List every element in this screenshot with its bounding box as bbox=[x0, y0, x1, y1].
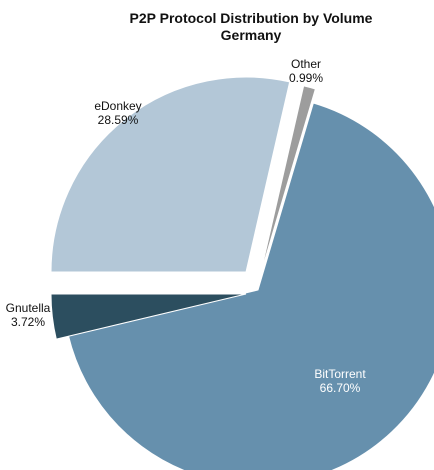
slice-label-bittorrent: BitTorrent bbox=[314, 367, 366, 381]
slice-value-bittorrent: 66.70% bbox=[320, 381, 361, 395]
pie-slice-edonkey bbox=[50, 76, 291, 273]
slice-label-edonkey: eDonkey bbox=[94, 99, 141, 113]
pie-slice-gnutella bbox=[50, 293, 247, 340]
chart-title: P2P Protocol Distribution by Volume bbox=[129, 10, 373, 26]
slice-value-other: 0.99% bbox=[289, 71, 323, 85]
slice-value-edonkey: 28.59% bbox=[98, 113, 139, 127]
slice-label-other: Other bbox=[291, 57, 321, 71]
slice-value-gnutella: 3.72% bbox=[11, 315, 45, 329]
slice-label-gnutella: Gnutella bbox=[6, 301, 51, 315]
chart-subtitle: Germany bbox=[220, 27, 282, 43]
pie-slice-bittorrent bbox=[67, 102, 434, 470]
pie-slice-other bbox=[259, 85, 317, 277]
